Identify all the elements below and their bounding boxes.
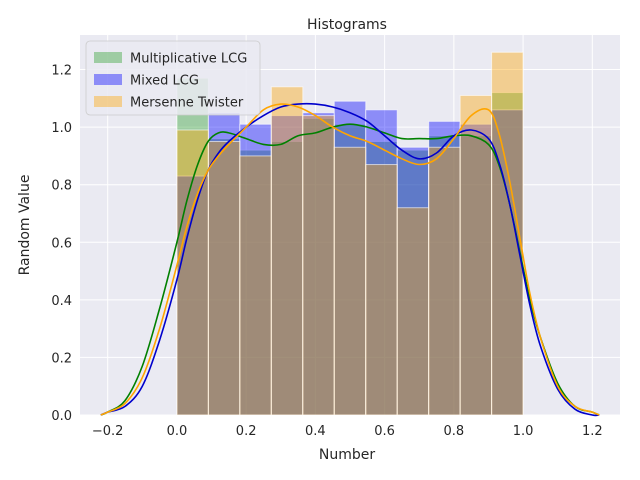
histogram-bars (176, 51, 524, 416)
bar-series0-bin5 (333, 123, 367, 416)
legend-box (85, 40, 261, 116)
bar-series2-bin4 (302, 115, 335, 416)
y-tick-label-2: 0.4 (51, 294, 72, 309)
y-tick-label-3: 0.6 (51, 236, 72, 251)
bar-series0-bin7 (396, 149, 430, 416)
bar-series2-bin1 (207, 141, 241, 416)
bar-series2-bin5 (333, 146, 367, 416)
bar-series1-bin4 (302, 112, 335, 416)
bar-series1-bin3 (270, 115, 304, 416)
y-tick-label-6: 1.2 (51, 64, 72, 79)
x-tick-label-2: 0.2 (236, 424, 257, 439)
bar-series2-bin9 (459, 94, 493, 416)
bar-series0-bin2 (239, 149, 272, 416)
legend-label-1: Mixed LCG (130, 74, 199, 89)
legend: Multiplicative LCG Mixed LCG Mersenne Twis… (85, 40, 261, 116)
x-tick-label-1: 0.0 (167, 424, 188, 439)
bar-series0-bin1 (207, 138, 241, 416)
x-tick-label-5: 0.8 (444, 424, 465, 439)
bar-series1-bin2 (239, 123, 272, 416)
x-axis-ticks: −0.2 0.0 0.2 0.4 0.6 0.8 1.0 1.2 (92, 424, 603, 439)
y-tick-label-0: 0.0 (51, 409, 72, 424)
y-tick-label-4: 0.8 (51, 179, 72, 194)
kde-curves (100, 102, 600, 417)
x-tick-label-0: −0.2 (92, 424, 124, 439)
bar-series2-bin6 (365, 164, 398, 416)
chart-title: Histograms (307, 17, 387, 33)
y-axis-label: Random Value (17, 175, 33, 276)
x-tick-label-4: 0.6 (374, 424, 395, 439)
bar-series2-bin0 (176, 129, 209, 416)
x-axis-label: Number (319, 447, 375, 463)
legend-swatch-1 (94, 74, 122, 85)
legend-swatch-2 (94, 96, 122, 107)
bar-series2-bin8 (428, 146, 461, 416)
legend-label-0: Multiplicative LCG (130, 52, 247, 67)
bar-series1-bin9 (459, 123, 493, 416)
bar-series1-bin7 (396, 146, 430, 416)
bar-series2-bin7 (396, 207, 430, 416)
bar-series2-bin2 (239, 155, 272, 416)
x-tick-label-6: 1.0 (513, 424, 534, 439)
bar-series2-bin10 (491, 51, 524, 416)
y-tick-label-1: 0.2 (51, 351, 72, 366)
y-axis-ticks: 0.0 0.2 0.4 0.6 0.8 1.0 1.2 (51, 64, 72, 424)
y-tick-label-5: 1.0 (51, 121, 72, 136)
x-tick-label-7: 1.2 (582, 424, 603, 439)
kde-line-series2 (100, 103, 600, 416)
x-tick-label-3: 0.4 (305, 424, 326, 439)
kde-line-series1 (100, 102, 600, 417)
bar-series1-bin5 (333, 100, 367, 416)
legend-label-2: Mersenne Twister (130, 96, 244, 111)
bar-series0-bin3 (270, 141, 304, 416)
legend-swatch-0 (94, 52, 122, 63)
